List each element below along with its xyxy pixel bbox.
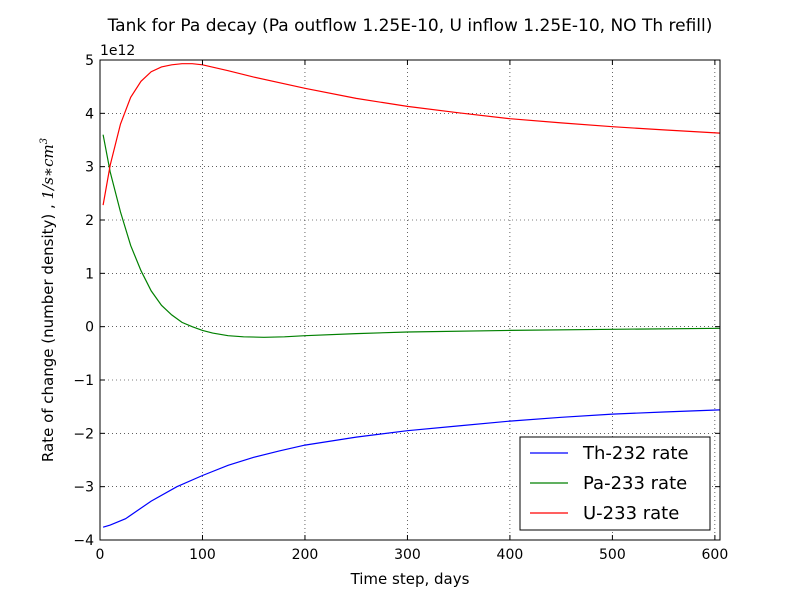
series-line-2 xyxy=(102,63,721,206)
x-tick-label: 500 xyxy=(599,547,626,563)
y-tick-label: 2 xyxy=(85,213,94,229)
y-axis-ticks: −4 −3 −2 −1 0 1 2 3 4 5 xyxy=(73,53,720,549)
chart-title: Tank for Pa decay (Pa outflow 1.25E-10, … xyxy=(107,16,713,36)
y-axis-label-unit: 1/s∗cm xyxy=(39,144,57,199)
series-line-1 xyxy=(102,134,721,338)
y-tick-label: −2 xyxy=(73,426,94,442)
y-tick-label: 3 xyxy=(85,160,94,176)
x-tick-label: 100 xyxy=(189,547,216,563)
series-line-0 xyxy=(102,409,721,528)
y-axis-label: Rate of change (number density) , 1/s∗cm… xyxy=(39,138,57,462)
y-tick-label: 4 xyxy=(85,106,94,122)
y-tick-label: −3 xyxy=(73,480,94,496)
legend-label-1: Pa-233 rate xyxy=(583,473,687,494)
x-tick-label: 300 xyxy=(394,547,421,563)
y-tick-label: −4 xyxy=(73,533,94,549)
x-axis-ticks: 0 100 200 300 400 500 600 xyxy=(96,60,729,563)
x-tick-label: 400 xyxy=(497,547,524,563)
x-tick-label: 0 xyxy=(96,547,105,563)
y-tick-label: 5 xyxy=(85,53,94,69)
legend-label-2: U-233 rate xyxy=(583,503,679,524)
legend-label-0: Th-232 rate xyxy=(582,443,689,464)
plot-frame xyxy=(99,59,721,541)
y-axis-label-text: Rate of change (number density) , xyxy=(39,199,57,462)
y-tick-label: −1 xyxy=(73,373,94,389)
x-tick-label: 200 xyxy=(292,547,319,563)
legend: Th-232 rate Pa-233 rate U-233 rate xyxy=(519,436,711,531)
series-layer xyxy=(102,63,721,528)
y-tick-label: 1 xyxy=(85,266,94,282)
y-offset-label: 1e12 xyxy=(100,43,135,59)
x-tick-label: 600 xyxy=(702,547,729,563)
x-axis-label: Time step, days xyxy=(350,570,470,588)
y-axis-label-unit-exponent: 3 xyxy=(39,138,50,144)
y-tick-label: 0 xyxy=(85,320,94,336)
